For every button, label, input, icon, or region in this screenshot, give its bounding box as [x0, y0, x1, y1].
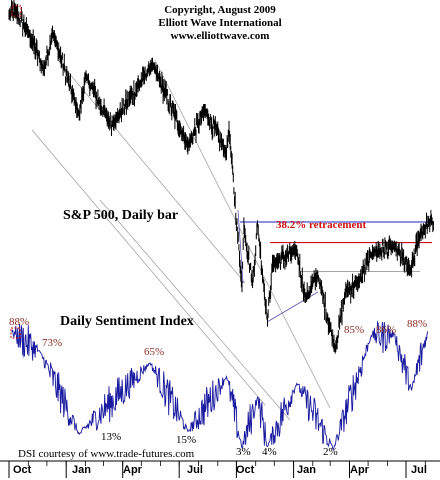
x-tick-label: Jan [72, 464, 91, 476]
x-tick-label: Jan [297, 464, 316, 476]
price-series [8, 0, 434, 354]
org-url: www.elliottwave.com [170, 30, 270, 42]
dsi-top-marker [10, 327, 21, 339]
dsi-chart-title: Daily Sentiment Index [60, 314, 194, 329]
dsi-label: 65% [144, 346, 165, 358]
dsi-label: 3% [236, 446, 251, 458]
x-tick-label: Jul [411, 464, 427, 476]
channel-line [31, 129, 266, 406]
price-top-marker [11, 5, 22, 17]
copyright-text: Copyright, August 2009 [164, 4, 276, 16]
trendline [237, 209, 244, 284]
trendline [266, 291, 319, 323]
x-tick-label: Jul [187, 464, 203, 476]
reference-lines [240, 221, 432, 272]
x-tick-label: Oct [13, 464, 32, 476]
dsi-label: 88% [407, 318, 428, 330]
dsi-source: DSI courtesy of www.trade-futures.com [18, 448, 195, 460]
dsi-label: 85% [344, 324, 365, 336]
dsi-label: 86% [376, 324, 397, 336]
dsi-label: 73% [42, 337, 63, 349]
sentiment-series [11, 320, 429, 451]
sentiment-line [11, 320, 429, 451]
channel-lines [31, 59, 331, 421]
price-chart-title: S&P 500, Daily bar [63, 208, 179, 223]
channel-line [154, 59, 331, 409]
dsi-label: 88% [9, 316, 30, 328]
x-tick-label: Apr [123, 464, 142, 476]
channel-line [99, 199, 291, 421]
x-axis [0, 460, 440, 478]
dsi-label: 13% [101, 431, 122, 443]
dsi-label: 15% [176, 434, 197, 446]
x-tick-label: Apr [350, 464, 369, 476]
dsi-label: 4% [262, 446, 277, 458]
top-markers [10, 5, 22, 339]
dsi-label: 2% [323, 446, 338, 458]
channel-line [57, 59, 246, 284]
x-tick-label: Oct [236, 464, 255, 476]
retracement-annotation: 38.2% retracement [276, 219, 367, 231]
org-name: Elliott Wave International [158, 17, 282, 29]
